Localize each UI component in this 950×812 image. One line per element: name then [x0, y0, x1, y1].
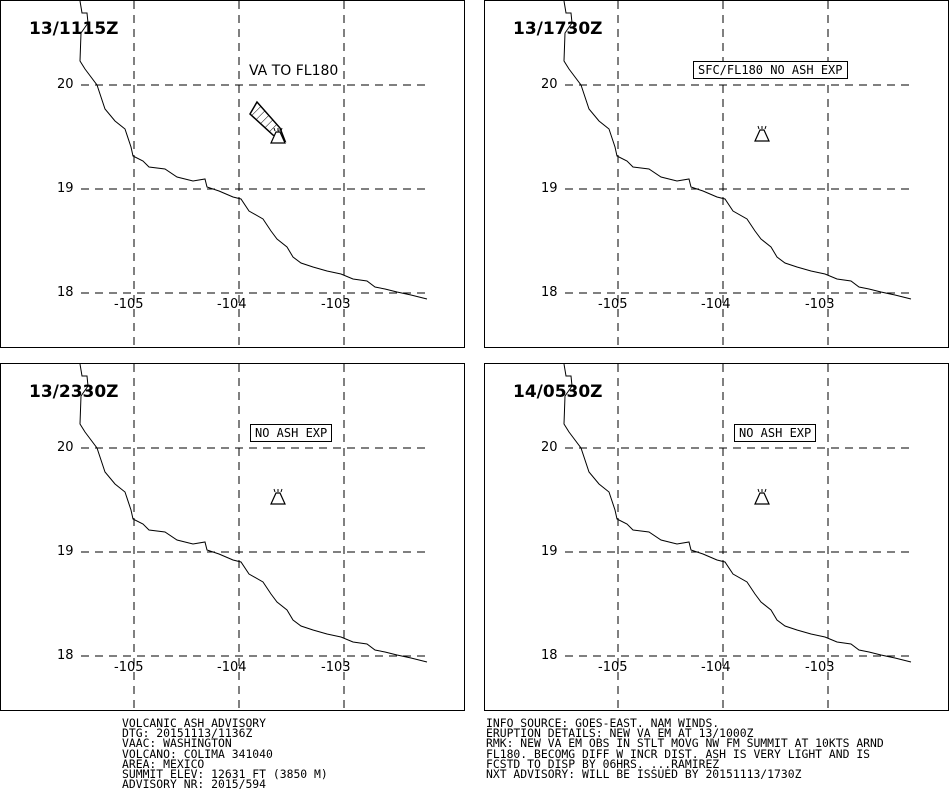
advisory-line: VAAC: WASHINGTON [122, 736, 232, 751]
advisory-line: VOLCANIC ASH ADVISORY [122, 716, 267, 730]
panel-time-title: 14/0530Z [513, 382, 603, 402]
forecast-panel-3: 13/2330Z 20 19 18 -105 -104 -103 NO ASH EXP [0, 363, 465, 712]
panel-time-title: 13/1115Z [29, 19, 119, 39]
map-canvas [563, 1, 915, 349]
volcano-icon [270, 488, 286, 505]
forecast-panel-1: 13/1115Z 20 19 18 -105 -104 -103 VA TO FL180 [0, 0, 465, 349]
latitude-label: 18 [541, 285, 558, 300]
panel-ash-note: SFC/FL180 NO ASH EXP [693, 61, 848, 79]
advisory-line: ADVISORY NR: 2015/594 [122, 777, 267, 792]
longitude-label: -104 [217, 660, 247, 675]
map-canvas [563, 364, 915, 712]
advisory-line: RMK: NEW VA EM OBS IN STLT MOVG NW FM SU… [486, 736, 884, 751]
coastline [79, 364, 428, 663]
panel-ash-note: VA TO FL180 [249, 63, 339, 79]
latitude-label: 19 [541, 544, 558, 559]
longitude-label: -105 [598, 660, 628, 675]
forecast-panel-2: 13/1730Z 20 19 18 -105 -104 -103 SFC/FL180 NO A… [484, 0, 949, 349]
advisory-line: VOLCANO: COLIMA 341040 [122, 746, 273, 761]
panel-ash-note: NO ASH EXP [250, 424, 333, 442]
advisory-line: ERUPTION DETAILS: NEW VA EM AT 13/1000Z [486, 726, 754, 741]
longitude-label: -104 [701, 660, 731, 675]
advisory-line: INFO SOURCE: GOES-EAST. NAM WINDS. [486, 716, 720, 730]
longitude-label: -103 [805, 660, 835, 675]
advisory-line: NXT ADVISORY: WILL BE ISSUED BY 20151113… [486, 766, 802, 781]
longitude-label: -105 [114, 297, 144, 312]
latitude-label: 20 [57, 440, 74, 455]
latitude-label: 20 [541, 440, 558, 455]
panel-time-title: 13/2330Z [29, 382, 119, 402]
map-canvas [79, 364, 431, 712]
coastline [563, 1, 912, 300]
advisory-line: AREA: MEXICO [122, 756, 205, 771]
latitude-label: 19 [57, 181, 74, 196]
longitude-label: -103 [321, 660, 351, 675]
latitude-label: 18 [57, 648, 74, 663]
longitude-label: -105 [114, 660, 144, 675]
advisory-line: FL180. BECOMG DIFF W INCR DIST. ASH IS V… [486, 746, 871, 761]
map-canvas [79, 1, 431, 349]
latitude-label: 20 [541, 77, 558, 92]
longitude-label: -104 [701, 297, 731, 312]
coastline [79, 1, 428, 300]
volcano-icon [270, 127, 286, 144]
forecast-panel-4: 14/0530Z 20 19 18 -105 -104 -103 NO ASH EXP [484, 363, 949, 712]
latitude-label: 19 [541, 181, 558, 196]
volcano-icon [754, 488, 770, 505]
panel-time-title: 13/1730Z [513, 19, 603, 39]
latitude-label: 18 [57, 285, 74, 300]
latitude-label: 20 [57, 77, 74, 92]
longitude-label: -104 [217, 297, 247, 312]
advisory-line: FCSTD TO DISP BY 06HRS. ...RAMIREZ [486, 756, 720, 771]
longitude-label: -103 [805, 297, 835, 312]
advisory-header-info: VOLCANIC ASH ADVISORY DTG: 20151113/1136Z… [122, 716, 328, 792]
coastline [563, 364, 912, 663]
panel-ash-note: NO ASH EXP [734, 424, 817, 442]
volcano-icon [754, 125, 770, 142]
advisory-remarks-info: INFO SOURCE: GOES-EAST. NAM WINDS. ERUPTI… [486, 716, 884, 781]
latitude-label: 18 [541, 648, 558, 663]
longitude-label: -103 [321, 297, 351, 312]
latitude-label: 19 [57, 544, 74, 559]
longitude-label: -105 [598, 297, 628, 312]
advisory-line: SUMMIT ELEV: 12631 FT (3850 M) [122, 766, 328, 781]
advisory-line: DTG: 20151113/1136Z [122, 726, 253, 741]
